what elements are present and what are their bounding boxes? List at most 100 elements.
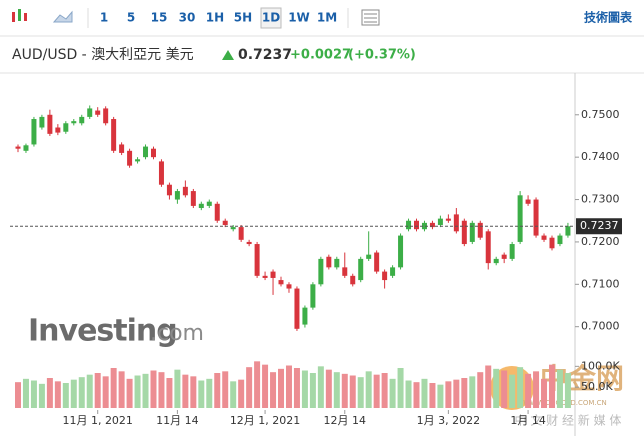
timeframe-button[interactable]: 5H xyxy=(234,11,252,25)
volume-bar xyxy=(15,382,21,408)
candle-body xyxy=(206,201,212,206)
candle-body xyxy=(342,267,348,276)
candle-body xyxy=(270,271,276,278)
candle-icon[interactable] xyxy=(12,9,27,22)
candle-body xyxy=(310,284,316,308)
candle-body xyxy=(119,144,125,153)
candle-body xyxy=(15,146,21,149)
candle-body xyxy=(382,271,388,281)
y-tick-label: 0.7200 xyxy=(581,235,620,248)
volume-bar xyxy=(533,371,540,408)
candle-body xyxy=(390,267,396,276)
last-price-label: 0.7237 xyxy=(580,219,619,232)
timeframe-button[interactable]: 30 xyxy=(179,11,196,25)
candle-body xyxy=(286,284,292,289)
candle-body xyxy=(398,235,404,268)
candle-body xyxy=(358,258,364,281)
volume-bar xyxy=(278,368,285,408)
pair-title: AUD/USD - 澳大利亞元 美元 xyxy=(12,47,194,63)
volume-bar xyxy=(517,367,524,408)
volume-bar xyxy=(190,376,197,408)
volume-bar xyxy=(285,365,292,408)
volume-bar xyxy=(453,379,460,408)
candle-body xyxy=(150,148,156,158)
timeframe-button[interactable]: 1 xyxy=(100,11,108,25)
volume-bar xyxy=(293,368,300,408)
candle-body xyxy=(414,220,419,230)
volume-bar xyxy=(301,370,308,408)
site-slogan: 中 文 财 经 新 媒 体 xyxy=(515,413,622,428)
candle-body xyxy=(190,191,196,206)
candle-body xyxy=(95,110,101,115)
volume-bar xyxy=(198,380,205,408)
timeframe-button[interactable]: 1M xyxy=(317,11,337,25)
timeframe-button[interactable]: 1W xyxy=(288,11,310,25)
timeframe-button[interactable]: 5 xyxy=(127,11,135,25)
candle-body xyxy=(541,235,547,240)
candle-body xyxy=(493,258,499,264)
volume-bar xyxy=(62,383,69,408)
volume-bar xyxy=(373,374,380,408)
candle-body xyxy=(79,116,85,124)
volume-bar xyxy=(421,378,428,408)
volume-bar xyxy=(182,374,189,408)
watermark-suffix: .com xyxy=(150,321,204,346)
volume-bar xyxy=(46,378,53,408)
volume-bar xyxy=(541,378,548,408)
volume-bar xyxy=(214,373,221,408)
x-tick-label: 12月 14 xyxy=(324,414,367,427)
candle-body xyxy=(63,123,69,132)
volume-bar xyxy=(110,368,117,408)
x-tick-label: 11月 14 xyxy=(156,414,199,427)
volume-tick-label: 100.0K xyxy=(581,359,620,372)
volume-bar xyxy=(357,377,364,408)
candle-body xyxy=(182,186,188,196)
x-tick-label: 1月 14 xyxy=(510,414,546,427)
volume-bar xyxy=(365,371,372,408)
volume-bar xyxy=(174,369,181,408)
volume-bar xyxy=(461,378,468,408)
candle-body xyxy=(334,258,340,268)
timeframe-button[interactable]: 15 xyxy=(151,11,168,25)
volume-bar xyxy=(525,373,532,408)
candle-body xyxy=(174,191,180,200)
volume-bar xyxy=(405,380,412,408)
volume-bar xyxy=(445,381,452,408)
candle-body xyxy=(230,227,236,230)
volume-bar xyxy=(564,373,571,408)
candle-body xyxy=(557,235,563,245)
volume-bar xyxy=(548,364,555,408)
table-icon[interactable] xyxy=(361,9,380,26)
y-tick-label: 0.7300 xyxy=(581,193,620,206)
volume-tick-label: 50.0K xyxy=(581,380,613,393)
volume-bar xyxy=(493,368,500,408)
timeframe-button[interactable]: 1H xyxy=(206,11,224,25)
candle-body xyxy=(326,256,332,268)
volume-bar xyxy=(222,371,229,408)
candle-body xyxy=(166,184,172,196)
candle-body xyxy=(366,254,372,259)
volume-bar xyxy=(469,376,476,408)
x-tick-label: 11月 1, 2021 xyxy=(62,414,132,427)
candle-body xyxy=(158,161,164,185)
timeframe-button[interactable]: 1D xyxy=(262,11,280,25)
candle-body xyxy=(198,203,204,209)
x-tick-label: 1月 3, 2022 xyxy=(417,414,480,427)
technical-chart-link[interactable]: 技術圖表 xyxy=(584,10,633,25)
volume-bar xyxy=(54,381,61,408)
candle-body xyxy=(23,145,29,151)
volume-bar xyxy=(142,373,149,408)
candle-body xyxy=(429,222,435,228)
volume-bar xyxy=(86,374,93,408)
volume-bar xyxy=(333,372,340,408)
area-icon[interactable] xyxy=(52,10,73,23)
volume-bar xyxy=(477,372,484,408)
candle-body xyxy=(533,199,539,236)
candle-body xyxy=(469,222,475,242)
candle-body xyxy=(127,150,133,166)
candle-body xyxy=(302,307,308,325)
candle-body xyxy=(238,227,244,240)
candle-body xyxy=(549,237,555,249)
candle-body xyxy=(87,108,93,117)
